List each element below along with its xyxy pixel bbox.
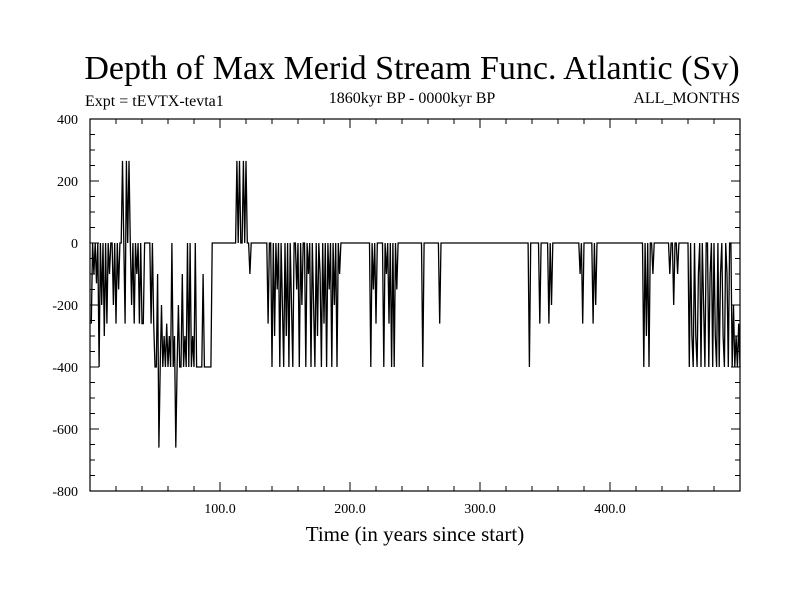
months-label: ALL_MONTHS xyxy=(633,90,740,107)
y-tick-label: 400 xyxy=(57,113,78,128)
y-tick-label: 200 xyxy=(57,175,78,190)
experiment-label: Expt = tEVTX-tevta1 xyxy=(85,93,224,110)
y-tick-labels: 400 200 0 -200 -400 -600 -800 xyxy=(52,113,78,500)
axis-ticks xyxy=(90,118,740,492)
x-tick-label: 300.0 xyxy=(464,502,496,517)
period-label: 1860kyr BP - 0000kyr BP xyxy=(329,90,496,107)
x-tick-labels: 100.0 200.0 300.0 400.0 xyxy=(204,502,626,517)
x-axis-label: Time (in years since start) xyxy=(306,522,525,546)
chart-title: Depth of Max Merid Stream Func. Atlantic… xyxy=(84,50,739,87)
series-line xyxy=(90,160,741,448)
x-tick-label: 100.0 xyxy=(204,502,236,517)
y-tick-label: -600 xyxy=(52,423,78,438)
y-tick-label: -200 xyxy=(52,299,78,314)
y-tick-label: -400 xyxy=(52,361,78,376)
x-tick-label: 200.0 xyxy=(334,502,366,517)
y-tick-label: -800 xyxy=(52,485,78,500)
y-tick-label: 0 xyxy=(71,237,78,252)
x-tick-label: 400.0 xyxy=(594,502,626,517)
